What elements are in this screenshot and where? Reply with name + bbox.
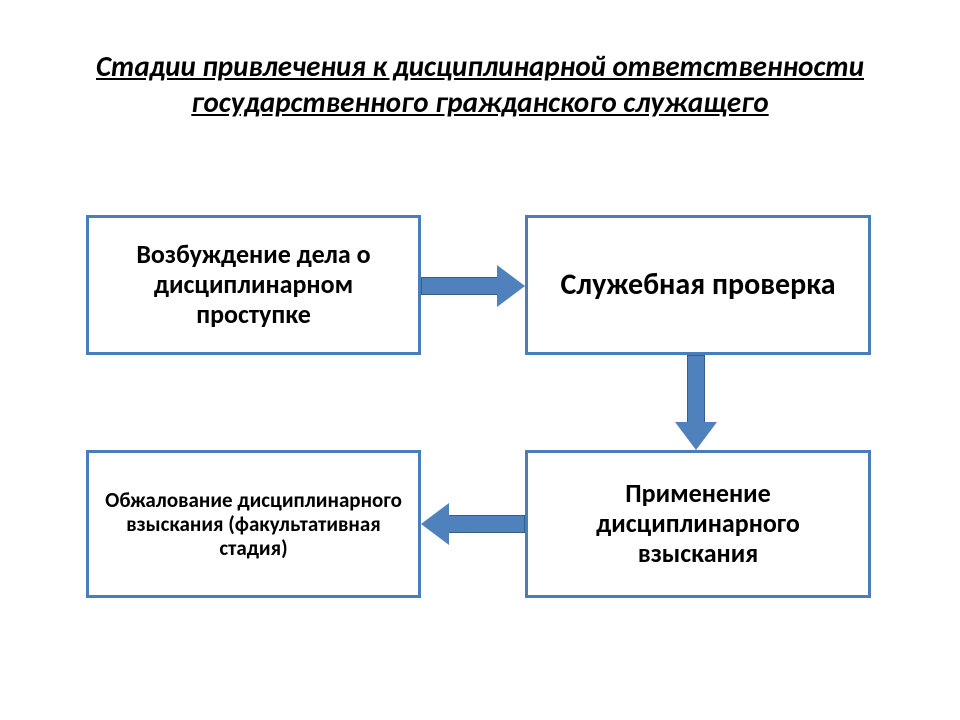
stage-box-label: Возбуждение дела о дисциплинарном просту… (99, 240, 408, 330)
arrow-down-icon (668, 355, 724, 450)
arrow-left-icon (421, 496, 525, 552)
stage-box-initiation: Возбуждение дела о дисциплинарном просту… (86, 215, 421, 355)
arrow-right-icon (421, 258, 525, 314)
stage-box-application: Применение дисциплинарного взыскания (525, 450, 871, 598)
stage-box-label: Применение дисциплинарного взыскания (538, 479, 858, 569)
stage-box-inspection: Служебная проверка (525, 215, 871, 355)
diagram-title: Стадии привлечения к дисциплинарной отве… (0, 48, 960, 121)
stage-box-label: Служебная проверка (560, 268, 835, 303)
stage-box-appeal: Обжалование дисциплинарного взыскания (ф… (86, 450, 421, 598)
stage-box-label: Обжалование дисциплинарного взыскания (ф… (99, 488, 408, 560)
